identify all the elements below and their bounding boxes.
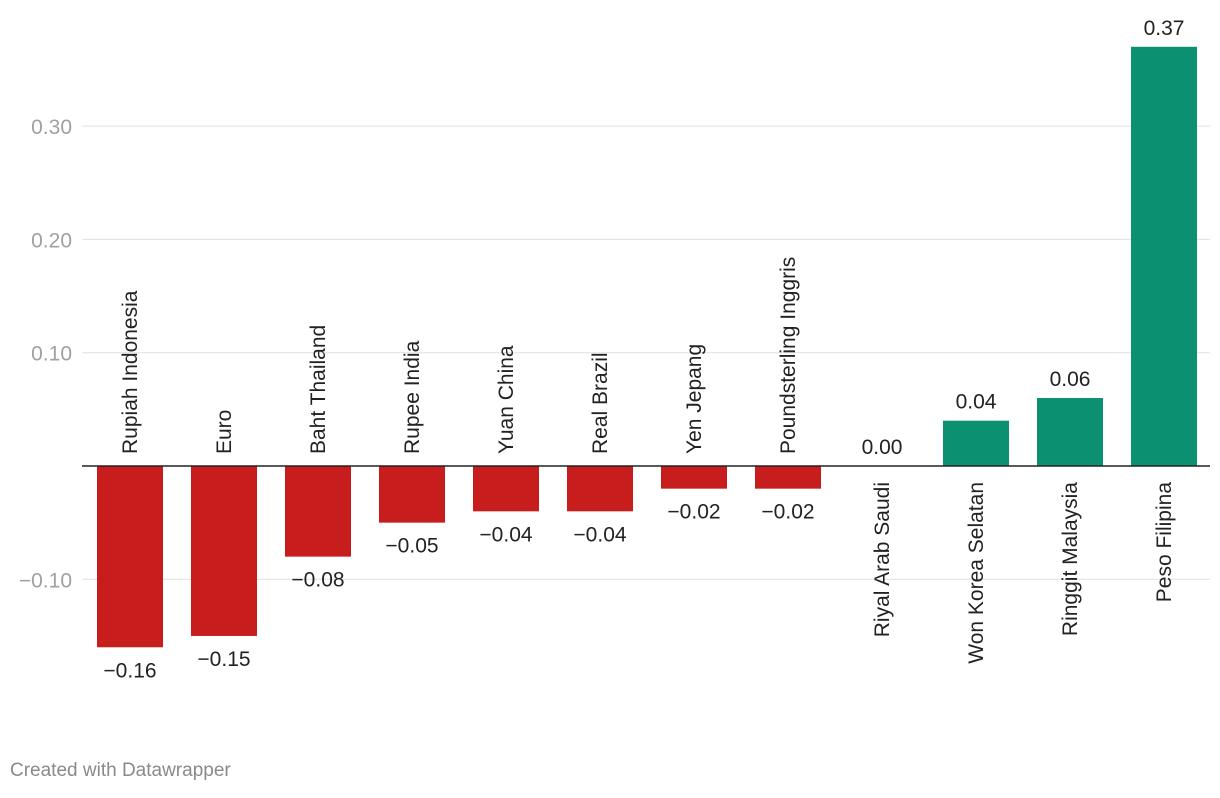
category-label: Euro (213, 410, 236, 454)
value-label: −0.02 (761, 501, 814, 524)
y-tick-label: 0.10 (31, 343, 72, 366)
category-label: Baht Thailand (307, 325, 330, 454)
category-label: Poundsterling Inggris (777, 257, 800, 454)
bar (97, 466, 163, 648)
bar (379, 466, 445, 523)
value-label: −0.04 (573, 523, 626, 546)
category-label: Rupee India (401, 340, 424, 454)
bar (567, 466, 633, 512)
credit-text: Created with Datawrapper (10, 760, 231, 781)
bar (661, 466, 727, 489)
bar (755, 466, 821, 489)
category-label: Riyal Arab Saudi (871, 482, 894, 637)
value-label: −0.05 (385, 535, 438, 558)
value-label: −0.08 (291, 569, 344, 592)
grid-lines (82, 125, 1210, 580)
value-label: 0.04 (956, 391, 997, 414)
category-label: Ringgit Malaysia (1059, 482, 1082, 636)
y-tick-label: 0.30 (31, 116, 72, 139)
bar-chart: −0.10 0.10 0.20 0.30 −0.16 Rupiah Indonesia −0… (19, 17, 1210, 682)
value-label: 0.00 (862, 436, 903, 459)
category-label: Yuan China (495, 345, 518, 454)
bar (285, 466, 351, 557)
value-label: 0.06 (1050, 368, 1091, 391)
category-label: Won Korea Selatan (965, 482, 988, 664)
labels: −0.10 0.10 0.20 0.30 −0.16 Rupiah Indonesia −0… (19, 17, 1185, 682)
y-tick-label: 0.20 (31, 229, 72, 252)
bar (473, 466, 539, 512)
bar (943, 420, 1009, 466)
category-label: Rupiah Indonesia (119, 290, 142, 454)
category-label: Peso Filipina (1153, 482, 1176, 603)
y-tick-label: −0.10 (19, 569, 72, 592)
bar (1131, 46, 1197, 466)
bars (97, 46, 1197, 648)
value-label: −0.16 (103, 659, 156, 682)
bar (1037, 398, 1103, 466)
value-label: −0.04 (479, 523, 532, 546)
category-label: Real Brazil (589, 352, 612, 454)
value-label: 0.37 (1144, 17, 1185, 40)
category-label: Yen Jepang (683, 344, 706, 454)
value-label: −0.02 (667, 501, 720, 524)
value-label: −0.15 (197, 648, 250, 671)
bar (191, 466, 257, 636)
